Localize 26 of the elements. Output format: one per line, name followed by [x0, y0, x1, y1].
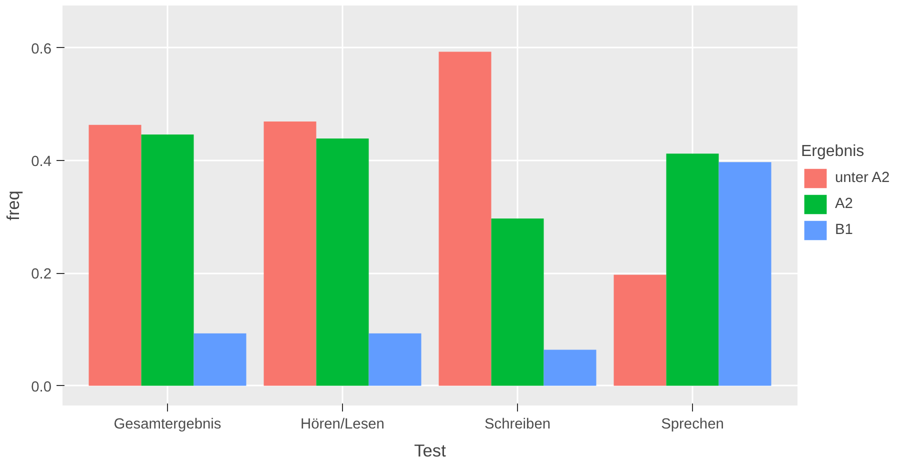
legend-title: Ergebnis [801, 143, 866, 161]
x-tick-label: Gesamtergebnis [114, 416, 222, 432]
x-axis-title: Test [414, 440, 446, 460]
legend-label: unter A2 [835, 170, 890, 186]
bar [368, 333, 422, 386]
legend-label: A2 [835, 196, 854, 212]
x-tick-label: Hören/Lesen [300, 416, 384, 432]
y-tick-label: 0.2 [31, 266, 52, 283]
y-tick-label: 0.6 [31, 41, 52, 58]
x-tick-label: Schreiben [484, 416, 550, 432]
x-tick-label: Sprechen [661, 416, 724, 432]
bar [666, 154, 719, 386]
y-tick-label: 0.4 [31, 154, 52, 170]
y-axis-title: freq [3, 190, 24, 220]
legend-label: B1 [835, 222, 854, 238]
bar [718, 162, 772, 386]
bar [194, 333, 246, 386]
bar [88, 124, 142, 386]
bar [141, 134, 194, 386]
bar [264, 122, 316, 386]
bar [544, 350, 596, 386]
bar [316, 138, 369, 386]
bar [491, 218, 544, 386]
bar [438, 52, 492, 386]
bar [614, 274, 666, 386]
y-tick-label: 0.0 [31, 379, 52, 396]
